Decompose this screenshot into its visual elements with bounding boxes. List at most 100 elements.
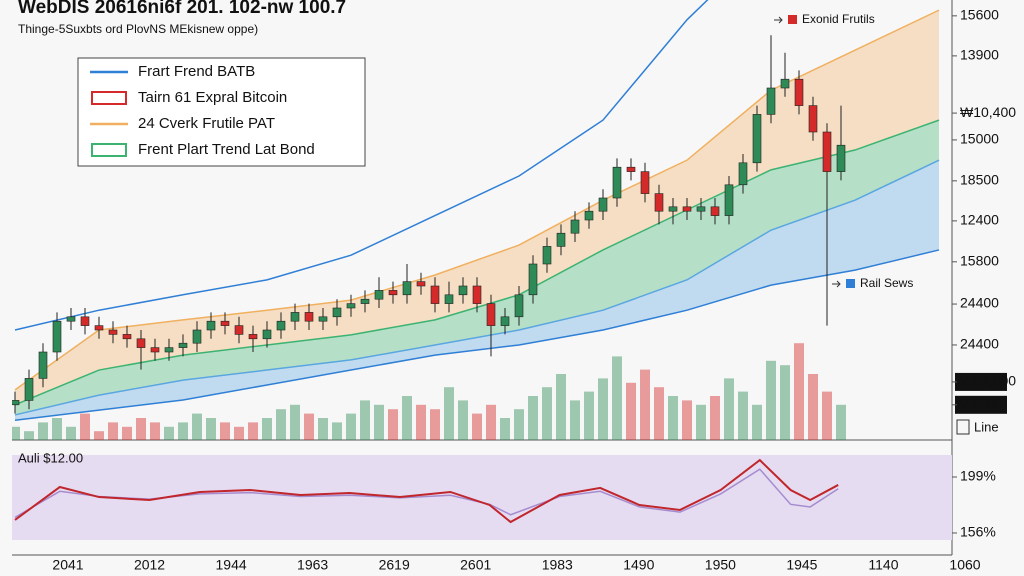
volume-bar [500, 418, 510, 440]
line-label: Line [974, 419, 999, 434]
band-line [14, 0, 709, 331]
volume-bar [724, 378, 734, 440]
candle-body [500, 316, 510, 326]
y-tick-label: 24400 [960, 295, 999, 311]
volume-bar [458, 400, 468, 440]
overlay: 15600 13900 ₩10,400 15000 18500 12400 15800 244… [52, 7, 1016, 573]
candle-body [738, 162, 748, 186]
candle-body [24, 378, 34, 401]
candle-body [402, 281, 412, 296]
candle-body [598, 197, 608, 212]
candle-body [290, 312, 300, 322]
candle-body [150, 347, 160, 353]
volume-bar [738, 391, 748, 440]
volume-bar [24, 431, 34, 440]
y-tick-label: ₩10,400 [960, 104, 1016, 120]
volume-bar [668, 396, 678, 440]
candle-body [346, 303, 356, 309]
candle-body [122, 334, 132, 340]
volume-bar [640, 369, 650, 440]
osc-line [14, 458, 839, 524]
volume-bar [318, 418, 328, 440]
chart-title: WebDIS 20616ni6f 201. 102-nw 100.7 [18, 0, 346, 18]
y-tick-label: 15600 [960, 7, 999, 23]
candle-body [248, 334, 258, 340]
candle-body [164, 347, 174, 353]
candle-body [822, 131, 832, 172]
candle-body [570, 219, 580, 234]
volume-bar [332, 422, 342, 440]
arrow [774, 16, 783, 24]
candle-body [80, 316, 90, 326]
candle-body [710, 206, 720, 216]
x-tick-label: 1140 [868, 557, 898, 573]
candle-body [668, 206, 678, 212]
band-fill [15, 120, 939, 415]
candle-body [514, 294, 524, 318]
oscillator-plot [14, 458, 839, 524]
osc-tick-label: 199% [960, 468, 996, 484]
volume-bar [388, 409, 398, 440]
volume-bar [766, 360, 776, 440]
candle-body [192, 329, 202, 344]
candle-body [66, 316, 76, 322]
y-tick-label: 18500 [960, 172, 999, 188]
volume-bar [626, 382, 636, 440]
volume-bar [542, 387, 552, 440]
volume-bar [570, 400, 580, 440]
x-tick-label: 1983 [542, 557, 573, 573]
y-tick-label: 15000 [960, 131, 999, 147]
volume-bar [710, 396, 720, 440]
oscillator-label: Auli $12.00 [18, 450, 83, 465]
y-tick-label: 24400 [960, 336, 999, 352]
volume-bar [598, 378, 608, 440]
band-line [14, 159, 940, 416]
volume-bar [262, 418, 272, 440]
candle-body [640, 171, 650, 194]
volume-bar [108, 422, 118, 440]
candle-body [38, 351, 48, 379]
candle-body [486, 303, 496, 326]
candle-body [626, 166, 636, 172]
y-tick-label: 12400 [960, 212, 999, 228]
volume-bar [752, 404, 762, 440]
line-icon [956, 419, 970, 435]
volume-bar [248, 422, 258, 440]
volume-bar [80, 413, 90, 440]
volume-bar [486, 404, 496, 440]
candle-body [360, 298, 370, 304]
volume-bar [444, 387, 454, 440]
x-tick-label: 1950 [705, 557, 736, 573]
volume-bar [206, 418, 216, 440]
candle-body [136, 338, 146, 348]
annotation-marker [846, 279, 855, 288]
candle-body [458, 285, 468, 296]
main-plot [12, 0, 940, 440]
volume-bar [402, 396, 412, 440]
x-tick-label: 1944 [216, 557, 247, 573]
x-tick-label: 1490 [623, 557, 654, 573]
volume-bar [164, 426, 174, 440]
oscillator-panel [12, 455, 952, 540]
volume-bar [556, 374, 566, 440]
candle-body [262, 329, 272, 340]
volume-bar [780, 365, 790, 440]
y-tick-label: ₩600 [960, 396, 997, 412]
candle-body [318, 316, 328, 322]
candle-body [444, 294, 454, 304]
annotation: Rail Sews [860, 276, 913, 290]
candle-body [724, 184, 734, 216]
candle-body [374, 290, 384, 300]
volume-bar [374, 404, 384, 440]
annotation-marker [788, 15, 797, 24]
candle-body [808, 105, 818, 133]
volume-bar [584, 391, 594, 440]
volume-bar [276, 409, 286, 440]
x-tick-label: 2601 [460, 557, 491, 573]
candle-body [836, 144, 846, 172]
candle-body [612, 166, 622, 199]
candle-body [654, 193, 664, 212]
x-tick-label: 2012 [134, 557, 165, 573]
candle-body [766, 87, 776, 115]
volume-bar [794, 343, 804, 440]
